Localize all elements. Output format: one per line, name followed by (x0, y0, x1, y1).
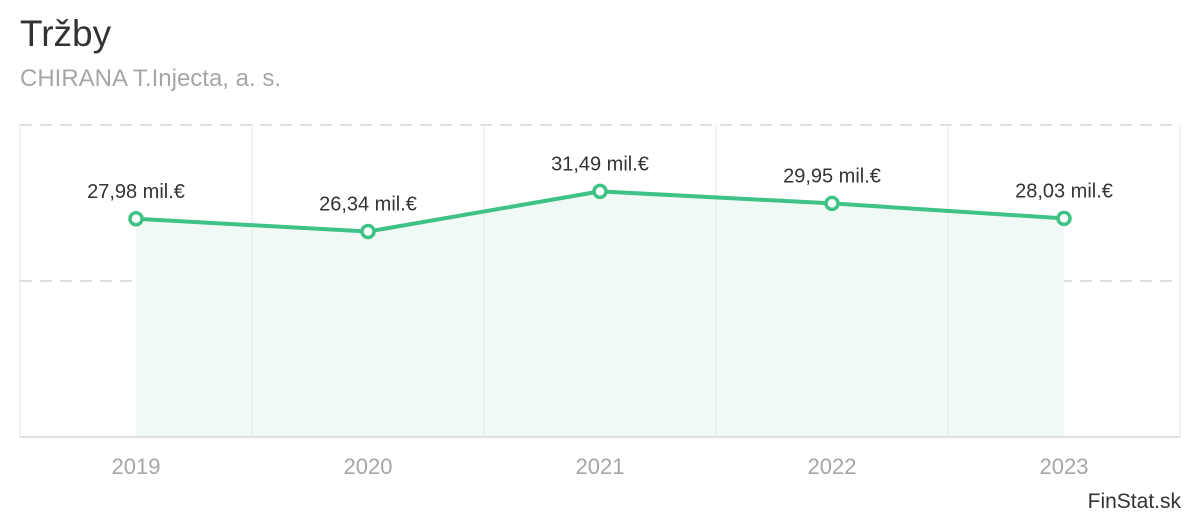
data-point-2022 (824, 195, 840, 212)
x-tick-label-2021: 2021 (576, 454, 625, 479)
data-label-2021: 31,49 mil.€ (551, 153, 649, 175)
data-label-2019: 27,98 mil.€ (87, 181, 185, 203)
x-tick-label-2019: 2019 (112, 454, 161, 479)
data-label-2020: 26,34 mil.€ (319, 194, 417, 216)
data-point-2020 (360, 223, 376, 240)
data-label-2023: 28,03 mil.€ (1015, 180, 1113, 202)
series-area (136, 191, 1064, 437)
x-tick-label-2020: 2020 (344, 454, 393, 479)
chart-title: Tržby (20, 13, 112, 54)
data-point-2021 (592, 183, 608, 200)
chart-subtitle: CHIRANA T.Injecta, a. s. (20, 65, 281, 92)
data-point-2019 (128, 211, 144, 227)
finstat-credit-link[interactable]: FinStat.sk (1087, 490, 1181, 513)
x-tick-label-2022: 2022 (808, 454, 857, 479)
data-point-2023 (1056, 210, 1072, 227)
x-tick-label-2023: 2023 (1040, 454, 1089, 479)
data-label-2022: 29,95 mil.€ (783, 165, 881, 187)
